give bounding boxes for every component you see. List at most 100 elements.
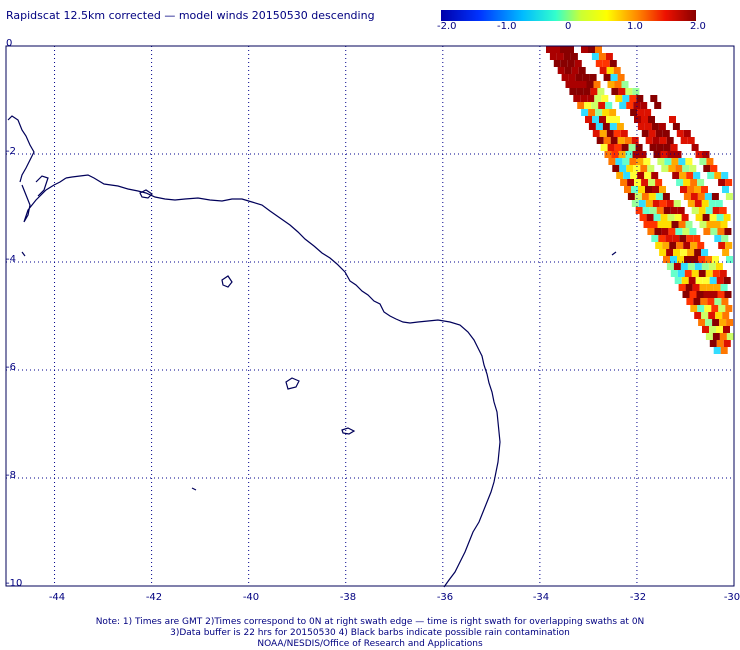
swath-cell — [701, 200, 709, 207]
swath-cell — [574, 60, 582, 67]
swath-cell — [707, 298, 715, 305]
swath-cell — [622, 158, 630, 165]
swath-cell — [710, 228, 718, 235]
swath-cell — [635, 144, 643, 151]
swath-cell — [633, 165, 641, 172]
swath-cell — [719, 207, 727, 214]
swath-cell — [583, 88, 591, 95]
swath-cell — [678, 158, 686, 165]
swath-cell — [609, 123, 617, 130]
swath-cell — [655, 193, 663, 200]
island-4 — [341, 427, 356, 435]
swath-cell — [682, 228, 690, 235]
swath-cell — [719, 270, 727, 277]
swath-cell — [666, 249, 674, 256]
swath-cell — [612, 165, 620, 172]
swath-cell — [644, 123, 652, 130]
swath-cell — [712, 333, 720, 340]
swath-cell — [572, 81, 580, 88]
swath-cell — [606, 130, 614, 137]
swath-cell — [659, 186, 666, 193]
swath-cell — [688, 277, 696, 284]
swath-cell — [628, 144, 636, 151]
swath-cell — [716, 326, 723, 333]
swath-cell — [668, 165, 676, 172]
swath-cell — [686, 172, 694, 179]
swath-cell — [631, 186, 638, 193]
colorbar-label-pos1: 1.0 — [627, 21, 643, 32]
island-7 — [21, 251, 26, 257]
swath-cell — [702, 277, 710, 284]
swath-cell — [673, 249, 681, 256]
swath-cell — [649, 207, 657, 214]
swath-cell — [592, 130, 600, 137]
swath-cell — [721, 298, 729, 305]
lat-lon-grid — [6, 46, 734, 586]
swath-cell — [699, 284, 707, 291]
swath-cell — [706, 158, 714, 165]
swath-cell — [701, 249, 709, 256]
swath-cell — [637, 172, 645, 179]
swath-cell — [660, 214, 668, 221]
swath-cell — [596, 137, 604, 144]
swath-cell — [705, 207, 713, 214]
swath-cell — [602, 109, 610, 116]
swath-cell — [685, 284, 693, 291]
swath-cell — [595, 123, 603, 130]
swath-cell — [637, 123, 645, 130]
swath-cell — [654, 102, 662, 109]
swath-cell — [659, 249, 667, 256]
y-tick-10: -10 — [6, 578, 23, 589]
swath-cell — [625, 88, 633, 95]
swath-cell — [715, 200, 723, 207]
swath-cell — [618, 88, 626, 95]
footer-line-3: NOAA/NESDIS/Office of Research and Appli… — [257, 639, 483, 649]
swath-cell — [695, 277, 703, 284]
swath-cell — [670, 270, 678, 277]
swath-cell — [699, 221, 707, 228]
swath-cell — [582, 74, 590, 81]
swath-cell — [614, 81, 622, 88]
swath-cell — [687, 263, 695, 270]
swath-cell — [666, 263, 674, 270]
swath-cell — [661, 228, 669, 235]
swath-cell — [602, 60, 610, 67]
swath-cell — [561, 74, 569, 81]
plot-frame — [5, 45, 735, 587]
swath-cell — [620, 130, 628, 137]
swath-cell — [637, 109, 645, 116]
swath-cell — [684, 256, 691, 263]
swath-cell — [622, 95, 630, 102]
swath-cell — [693, 235, 701, 242]
swath-cell — [638, 200, 646, 207]
swath-cell — [595, 109, 603, 116]
swath-cell — [712, 207, 720, 214]
swath-cell — [586, 81, 594, 88]
swath-cell — [687, 249, 695, 256]
swath-cell — [648, 130, 656, 137]
swath-cell — [611, 88, 619, 95]
swath-cell — [680, 263, 688, 270]
swath-cell — [683, 242, 691, 249]
island-3 — [285, 377, 300, 390]
swath-cell — [670, 207, 678, 214]
swath-cell — [677, 207, 685, 214]
footer-line-2: 3)Data buffer is 22 hrs for 20150530 4) … — [170, 628, 570, 638]
swath-cell — [616, 123, 624, 130]
swath-cell — [711, 305, 719, 312]
swath-cell — [676, 242, 684, 249]
plot-title: Rapidscat 12.5km corrected — model winds… — [6, 9, 375, 22]
swath-cell — [694, 249, 702, 256]
swath-cell — [619, 165, 627, 172]
swath-cell — [705, 256, 712, 263]
swath-cell — [704, 193, 712, 200]
swath-cell — [698, 207, 706, 214]
swath-cell — [599, 67, 607, 74]
colorbar-gradient — [441, 10, 696, 21]
swath-cell — [620, 179, 628, 186]
swath-cell — [702, 214, 710, 221]
swath-cell — [553, 46, 560, 53]
swath-cell — [632, 151, 640, 158]
swath-cell — [588, 109, 596, 116]
